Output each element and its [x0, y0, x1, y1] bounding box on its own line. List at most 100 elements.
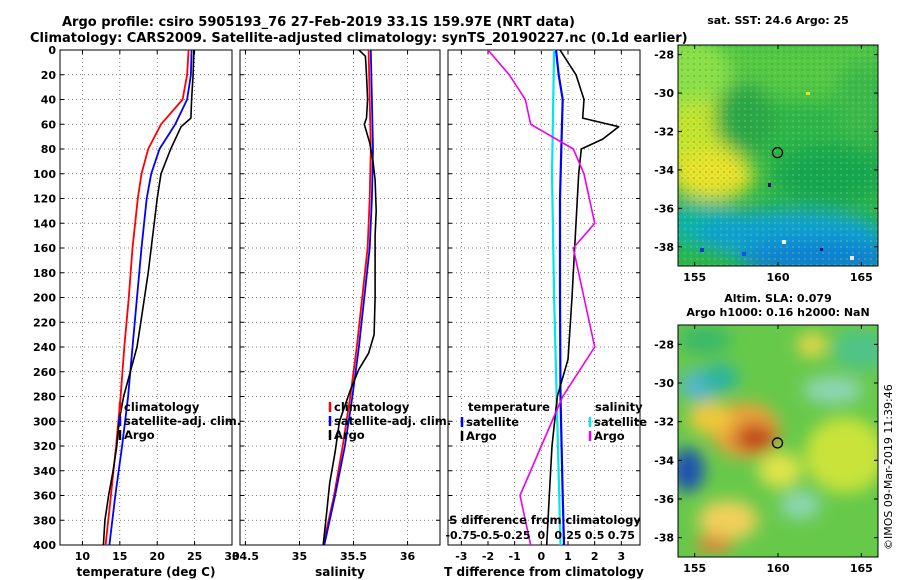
salinity-xtick-label: 36	[400, 550, 416, 563]
imos-credit: ©IMOS 09-Mar-2019 11:39:46	[882, 384, 895, 550]
depth-tick-label: 160	[33, 242, 56, 255]
difference-panel: -3 -2 -1 0 1 2 3 T difference from climatology S…	[444, 49, 647, 579]
depth-tick-label: 120	[33, 193, 56, 206]
sla-field	[678, 326, 878, 555]
difference-legend-salinity-title: salinity	[595, 400, 643, 414]
figure-title-line2: Climatology: CARS2009. Satellite-adjuste…	[30, 31, 688, 46]
difference-xtick-label: -2	[482, 550, 494, 563]
difference-s-tick-label: 0.5	[585, 529, 605, 542]
sst_map-xtick-label: 165	[850, 271, 873, 284]
salinity-xlabel: salinity	[315, 565, 365, 579]
salinity-xtick-label: 34.5	[232, 550, 259, 563]
depth-tick-label: 400	[33, 539, 56, 552]
sst_map-ytick-label: -32	[654, 125, 674, 138]
sla_map-ytick-label: -36	[654, 493, 674, 506]
sla-map-title: Altim. SLA: 0.079	[724, 292, 831, 305]
difference-xtick-label: 2	[591, 550, 599, 563]
temperature-xtick-label: 20	[150, 550, 166, 563]
difference-s-tick-label: 0.75	[608, 529, 635, 542]
depth-tick-label: 240	[33, 341, 56, 354]
salinity-argo-profile	[322, 50, 377, 545]
difference-salinity-argo-line	[487, 50, 596, 545]
salinity-climatology-profile	[322, 50, 372, 545]
sla_map-ytick-label: -38	[654, 532, 674, 545]
difference-legend-temperature-label: satellite	[466, 415, 519, 429]
difference-s-tick-label: -0.75	[445, 529, 477, 542]
depth-tick-label: 220	[33, 316, 56, 329]
sst_map-ytick-label: -28	[654, 49, 674, 62]
depth-tick-label: 80	[41, 143, 57, 156]
difference-xtick-label: -1	[509, 550, 521, 563]
temperature-xtick-label: 15	[112, 550, 127, 563]
sla-map-subtitle: Argo h1000: 0.16 h2000: NaN	[686, 306, 869, 319]
difference-xtick-label: 0	[538, 550, 546, 563]
temperature-panel: 10 15 20 25 30020406080100120140160180200220…	[33, 44, 241, 579]
sst_map-ytick-label: -38	[654, 241, 674, 254]
depth-tick-label: 180	[33, 267, 56, 280]
sla_map-ytick-label: -28	[654, 338, 674, 351]
temperature-argo-profile	[102, 50, 195, 545]
depth-tick-label: 360	[33, 490, 56, 503]
sst-argo-position-marker	[771, 146, 784, 159]
depth-tick-label: 60	[41, 118, 57, 131]
temperature-satellite-adj-clim--profile	[108, 50, 193, 545]
difference-legend-salinity-label: Argo	[594, 429, 625, 443]
sla_map-ytick-label: -30	[654, 377, 674, 390]
difference-temperature-argo-line	[545, 50, 620, 545]
depth-tick-label: 40	[41, 94, 57, 107]
temperature-xlabel: temperature (deg C)	[77, 565, 216, 579]
depth-tick-label: 260	[33, 366, 56, 379]
difference-xtick-label: 3	[618, 550, 626, 563]
difference-legend-temperature-label: Argo	[466, 429, 497, 443]
depth-tick-label: 100	[33, 168, 56, 181]
sla_map-xtick-label: 155	[683, 562, 706, 575]
depth-tick-label: 380	[33, 514, 56, 527]
sst-map: sat. SST: 24.6 Argo: 25 155 160 165 -28 -30 -…	[654, 14, 879, 284]
difference-s-tick-label: -0.25	[499, 529, 531, 542]
temperature-legend-label: satellite-adj. clim.	[124, 414, 241, 428]
depth-tick-label: 320	[33, 440, 56, 453]
difference-s-tick-label: 0.25	[554, 529, 581, 542]
depth-tick-label: 200	[33, 292, 56, 305]
difference-legend-salinity-label: satellite	[594, 415, 647, 429]
salinity-xtick-label: 35.5	[340, 550, 367, 563]
temperature-xtick-label: 25	[187, 550, 202, 563]
depth-tick-label: 140	[33, 217, 56, 230]
sla_map-xtick-label: 165	[850, 562, 873, 575]
difference-s-tick-label: 0	[538, 529, 546, 542]
difference-salinity-satellite-line	[550, 50, 562, 545]
difference-xlabel: T difference from climatology	[444, 565, 644, 579]
salinity-legend-label: Argo	[334, 428, 365, 442]
sla_map-ytick-label: -34	[654, 454, 674, 467]
sst_map-ytick-label: -34	[654, 164, 674, 177]
salinity-panel: 34.5 35 35.5 36 salinity climatologysatellite…	[232, 49, 451, 579]
sla-argo-position-marker	[771, 437, 784, 449]
difference-s-axis-label: S difference from climatology	[449, 513, 641, 527]
temperature-frame	[59, 49, 233, 546]
figure-title-line1: Argo profile: csiro 5905193_76 27-Feb-20…	[62, 15, 575, 30]
depth-tick-label: 20	[41, 69, 57, 82]
sla_map-ytick-label: -32	[654, 416, 674, 429]
difference-xtick-label: 1	[564, 550, 572, 563]
sst_map-ytick-label: -30	[654, 87, 674, 100]
depth-tick-label: 0	[48, 44, 56, 57]
difference-temperature-satellite-line	[554, 50, 566, 545]
depth-tick-label: 300	[33, 415, 56, 428]
salinity-legend-label: climatology	[334, 400, 410, 414]
difference-xtick-label: -3	[455, 550, 467, 563]
sst_map-xtick-label: 160	[767, 271, 790, 284]
sla-map: Altim. SLA: 0.079 Argo h1000: 0.16 h2000…	[654, 292, 879, 575]
depth-tick-label: 340	[33, 465, 56, 478]
sst-map-title: sat. SST: 24.6 Argo: 25	[707, 14, 849, 27]
salinity-satellite-adj-clim--profile	[323, 50, 374, 545]
temperature-legend-label: Argo	[124, 428, 155, 442]
salinity-xtick-label: 35	[292, 550, 307, 563]
difference-s-tick-label: -0.5	[476, 529, 500, 542]
temperature-legend-label: climatology	[124, 400, 200, 414]
salinity-legend-label: satellite-adj. clim.	[334, 414, 451, 428]
temperature-xtick-label: 10	[75, 550, 91, 563]
temperature-xtick-label: 30	[224, 550, 240, 563]
depth-tick-label: 280	[33, 391, 56, 404]
sst_map-ytick-label: -36	[654, 202, 674, 215]
